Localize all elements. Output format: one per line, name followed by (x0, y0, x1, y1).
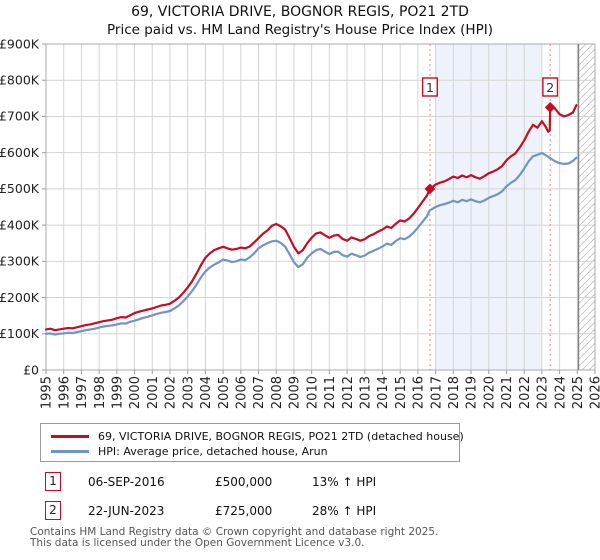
x-tick-label: 2001 (146, 376, 161, 409)
y-tick-label: £100K (0, 326, 40, 341)
transactions-list: 1 06-SEP-2016 £500,000 13% ↑ HPI 2 22-JU… (43, 471, 583, 529)
hpi-line (44, 151, 578, 336)
page-title: 69, VICTORIA DRIVE, BOGNOR REGIS, PO21 2… (131, 4, 469, 20)
x-tick-label: 2006 (235, 376, 250, 409)
x-tick-label: 2026 (589, 376, 600, 409)
transaction-badge-1: 1 (45, 472, 61, 491)
x-tick-label: 2024 (553, 376, 568, 409)
x-tick-label: 1999 (111, 376, 126, 409)
y-tick-label: £900K (0, 36, 40, 51)
x-tick-label: 1995 (40, 376, 55, 409)
page-subtitle: Price paid vs. HM Land Registry's House … (107, 22, 493, 38)
plot-border (45, 43, 596, 371)
y-tick-label: £500K (0, 181, 40, 196)
svg-text:2: 2 (546, 80, 554, 95)
price-paid-line (44, 104, 578, 332)
transaction-badge-2: 2 (45, 501, 61, 520)
sale-marker-flag-1[interactable]: 1 (421, 77, 438, 97)
x-tick-label: 2004 (199, 376, 214, 409)
x-tick-label: 2007 (252, 376, 267, 409)
x-tick-label: 2003 (181, 376, 196, 409)
sale-marker-2[interactable] (544, 101, 556, 113)
x-tick-label: 2018 (447, 376, 462, 409)
y-tick-label: £800K (0, 73, 40, 88)
x-tick-label: 1996 (57, 376, 72, 409)
future-hatch-region (577, 44, 595, 370)
transaction-hpi-diff: 13% ↑ HPI (312, 475, 377, 489)
transaction-price: £500,000 (215, 475, 273, 489)
transaction-hpi-diff: 28% ↑ HPI (312, 504, 377, 518)
x-tick-label: 2013 (358, 376, 373, 409)
x-tick-label: 2010 (305, 376, 320, 409)
x-tick-label: 2005 (217, 376, 232, 409)
sale-marker-flag-2[interactable]: 2 (542, 77, 559, 97)
transaction-price: £725,000 (215, 504, 273, 518)
x-tick-label: 2011 (323, 376, 338, 409)
hpi-series-swatch (51, 450, 89, 453)
x-tick-label: 2008 (270, 376, 285, 409)
x-tick-label: 2002 (164, 376, 179, 409)
x-tick-label: 2021 (500, 376, 515, 409)
footer-licence: This data is licensed under the Open Gov… (30, 537, 365, 549)
x-tick-label: 1998 (93, 376, 108, 409)
sale-marker-1[interactable] (424, 183, 436, 195)
transaction-date: 22-JUN-2023 (88, 504, 165, 518)
y-tick-label: £600K (0, 145, 40, 160)
transaction-row: 1 06-SEP-2016 £500,000 13% ↑ HPI (43, 472, 583, 494)
x-tick-label: 2020 (482, 376, 497, 409)
y-tick-label: £0 (23, 362, 39, 377)
chart-legend: 69, VICTORIA DRIVE, BOGNOR REGIS, PO21 2… (40, 423, 464, 462)
footer-copyright: Contains HM Land Registry data © Crown c… (30, 526, 439, 538)
price-history-chart: £0 £100K £200K £300K £400K £500K £600K £700K £80… (0, 36, 600, 409)
x-tick-label: 2012 (341, 376, 356, 409)
price-series-label: 69, VICTORIA DRIVE, BOGNOR REGIS, PO21 2… (98, 430, 464, 443)
x-tick-label: 2015 (394, 376, 409, 409)
transaction-date: 06-SEP-2016 (88, 475, 165, 489)
x-tick-label: 2000 (128, 376, 143, 409)
hpi-series-label: HPI: Average price, detached house, Arun (98, 445, 328, 458)
x-tick-label: 2023 (536, 376, 551, 409)
x-tick-label: 2014 (376, 376, 391, 409)
transaction-row: 2 22-JUN-2023 £725,000 28% ↑ HPI (43, 501, 583, 523)
y-tick-label: £700K (0, 109, 40, 124)
price-series-swatch (51, 435, 89, 438)
y-tick-label: £300K (0, 254, 40, 269)
y-tick-label: £400K (0, 217, 40, 232)
x-tick-label: 2016 (412, 376, 427, 409)
x-tick-label: 2025 (571, 376, 586, 409)
legend-row-hpi: HPI: Average price, detached house, Arun (51, 444, 459, 459)
x-tick-label: 1997 (75, 376, 90, 409)
svg-text:1: 1 (426, 80, 434, 95)
x-tick-label: 2009 (288, 376, 303, 409)
x-tick-label: 2017 (429, 376, 444, 409)
legend-row-price: 69, VICTORIA DRIVE, BOGNOR REGIS, PO21 2… (51, 429, 464, 444)
y-tick-label: £200K (0, 290, 40, 305)
x-tick-label: 2022 (518, 376, 533, 409)
x-tick-label: 2019 (465, 376, 480, 409)
